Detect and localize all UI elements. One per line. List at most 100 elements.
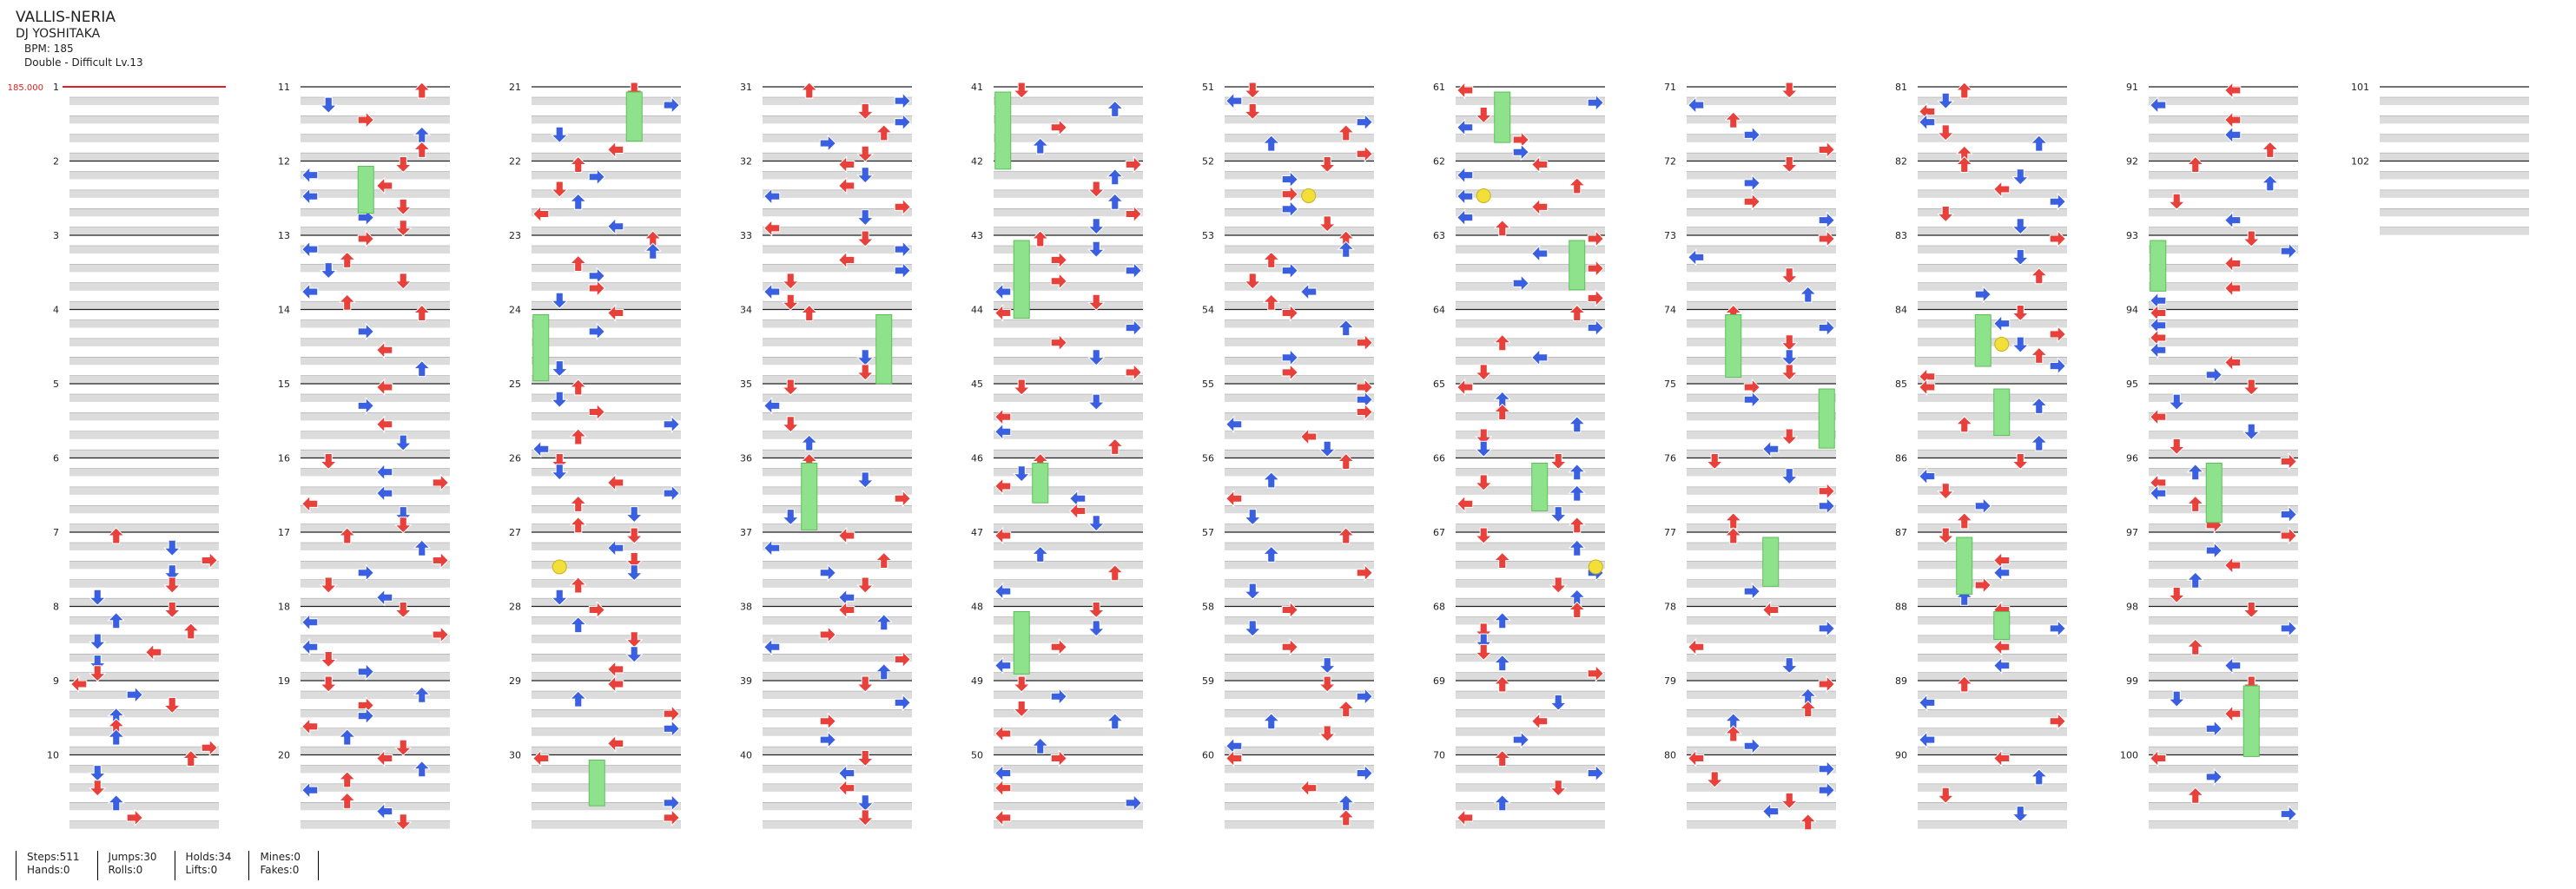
quarter-arrow [1475,643,1493,662]
eighth-arrow [2150,95,2167,115]
beat-band [532,505,681,514]
beat-band [763,357,912,365]
eighth-arrow [1087,515,1106,532]
eighth-arrow [1512,274,1529,293]
eighth-arrow [1013,465,1031,483]
beat-band [1687,654,1836,662]
quarter-arrow [782,293,800,311]
beat-band [1687,524,1836,532]
measure-number: 57 [1202,527,1214,538]
eighth-arrow [1456,208,1474,227]
quarter-arrow [663,808,680,827]
beat-band [1456,783,1605,792]
beat-band [1456,561,1605,570]
quarter-arrow [1013,82,1031,99]
eighth-arrow [1568,484,1586,502]
quarter-arrow [2168,438,2186,456]
eighth-arrow [1780,349,1799,366]
beat-band [763,505,912,514]
beat-band [2149,357,2298,365]
eighth-arrow [644,242,662,260]
quarter-arrow [432,551,449,570]
beat-band [1456,375,1605,384]
eighth-arrow [875,614,893,631]
beat-band [532,412,681,421]
beat-band [763,579,912,588]
beat-band [994,394,1143,402]
beat-band [763,486,912,495]
beat-band [1687,728,1836,736]
hands-count: Hands:0 [27,864,70,876]
eighth-arrow [2224,656,2242,675]
beat-band [1456,709,1605,718]
quarter-arrow [320,651,338,668]
beat-band [1687,431,1836,439]
quarter-arrow [1955,416,1973,433]
beat-band [994,505,1143,514]
measure-number: 65 [1433,379,1445,390]
quarter-arrow [1818,141,1835,159]
eighth-arrow [1125,319,1142,337]
eighth-arrow [1818,619,1835,638]
beat-band [69,431,219,439]
quarter-arrow [376,749,393,767]
beat-band [1687,357,1836,365]
beat-band [301,264,450,273]
eighth-arrow [663,415,680,433]
beat-band [1687,691,1836,699]
quarter-arrow [1706,453,1724,471]
quarter-arrow [1919,378,1936,397]
quarter-arrow [301,495,319,513]
quarter-arrow [763,219,781,237]
beat-band [532,468,681,477]
eighth-arrow [1456,187,1474,206]
beat-band [1687,802,1836,811]
beat-band [69,543,219,550]
eighth-arrow [1262,545,1280,563]
quarter-arrow [1688,638,1705,656]
measure-number: 99 [2126,675,2138,687]
step-chart: 1234567891011121314151617181920212223242… [8,81,2529,831]
beat-band [532,783,681,792]
eighth-arrow [2205,365,2223,384]
beat-band [1456,486,1605,495]
eighth-arrow [107,794,125,812]
beat-band [763,189,912,198]
beat-band [2149,524,2298,532]
beat-band [69,468,219,477]
beat-band [69,394,219,402]
beat-band [1918,728,2067,736]
beat-band [1456,616,1605,625]
beat-band [532,115,681,124]
measure-number: 81 [1895,82,1907,93]
beat-band [301,357,450,365]
beat-band [1918,635,2067,643]
beat-band [69,412,219,421]
measure-number: 94 [2126,305,2138,316]
beat-band [994,709,1143,718]
beat-band [1918,616,2067,625]
quarter-arrow [2280,526,2297,545]
beat-band [763,783,912,792]
beat-band [69,616,219,625]
measure-number: 35 [740,379,752,390]
beat-band [1918,412,2067,421]
quarter-arrow [394,220,413,237]
beat-band [1918,561,2067,570]
quarter-arrow [376,415,393,433]
quarter-arrow [1706,771,1724,788]
beat-band [1225,227,1374,235]
measure-number: 64 [1433,305,1445,316]
eighth-arrow [1087,393,1106,411]
quarter-arrow [1780,156,1799,174]
hold-body [1956,537,1973,595]
eighth-arrow [1780,657,1799,675]
measure-number: 15 [278,379,290,390]
eighth-arrow [1493,654,1511,672]
beat-band [2149,412,2298,421]
beat-band [763,765,912,774]
quarter-arrow [625,552,644,570]
beat-band [1456,598,1605,607]
measure-number: 93 [2126,230,2138,241]
beat-band [69,728,219,736]
